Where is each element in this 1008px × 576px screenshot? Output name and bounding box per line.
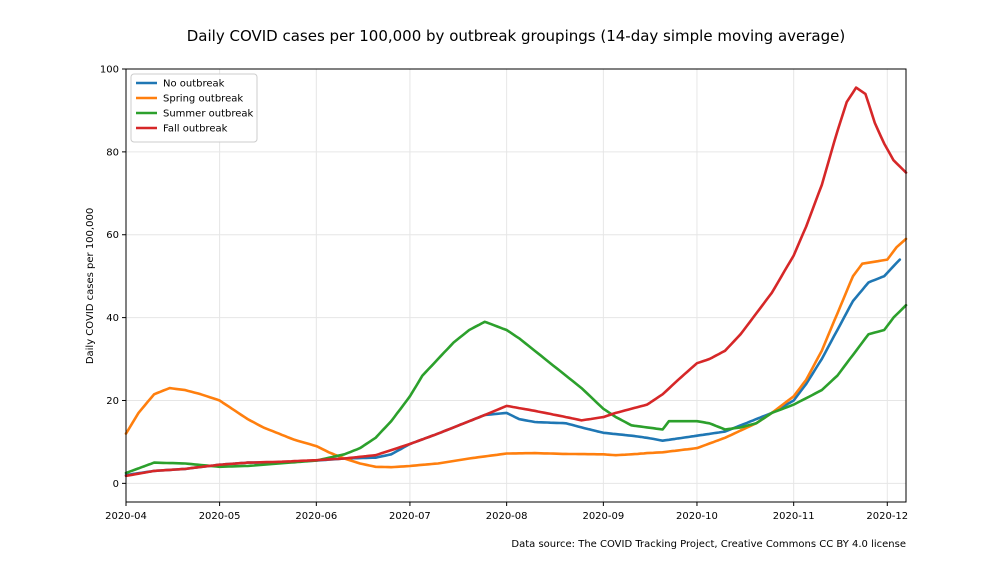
y-tick-label: 80	[106, 147, 119, 158]
x-tick-label: 2020-11	[773, 511, 815, 522]
series-line-spring-outbreak	[124, 237, 908, 469]
x-tick-label: 2020-09	[582, 511, 624, 522]
series-line-no-outbreak	[124, 258, 902, 477]
y-tick-label: 40	[106, 313, 119, 324]
legend-label: Fall outbreak	[163, 124, 228, 135]
y-axis-label: Daily COVID cases per 100,000	[85, 208, 96, 364]
x-axis: 2020-04 2020-05 2020-06 2020-07 2020-08 2020-…	[105, 502, 908, 522]
x-tick-label: 2020-08	[486, 511, 528, 522]
legend: No outbreak Spring outbreak Summer outbrea…	[130, 73, 258, 143]
y-tick-label: 20	[106, 396, 119, 407]
y-tick-label: 60	[106, 230, 119, 241]
legend-label: Spring outbreak	[163, 94, 243, 105]
x-tick-label: 2020-12	[866, 511, 908, 522]
legend-label: No outbreak	[163, 79, 225, 90]
grid	[125, 68, 906, 502]
source-note: Data source: The COVID Tracking Project,…	[511, 539, 906, 550]
series-line-fall-outbreak	[124, 86, 908, 478]
x-tick-label: 2020-05	[199, 511, 241, 522]
legend-label: Summer outbreak	[163, 109, 254, 120]
x-tick-label: 2020-07	[389, 511, 431, 522]
series-lines	[124, 86, 908, 478]
y-tick-label: 0	[113, 479, 119, 490]
legend-box	[130, 73, 258, 143]
x-tick-label: 2020-10	[676, 511, 718, 522]
plot-frame	[125, 68, 907, 503]
series-line-summer-outbreak	[124, 303, 908, 475]
x-tick-label: 2020-06	[295, 511, 337, 522]
y-tick-label: 100	[100, 65, 119, 76]
y-axis: 0 20 40 60 80 100	[100, 65, 126, 490]
x-tick-label: 2020-04	[105, 511, 147, 522]
chart-title: Daily COVID cases per 100,000 by outbrea…	[187, 27, 845, 45]
